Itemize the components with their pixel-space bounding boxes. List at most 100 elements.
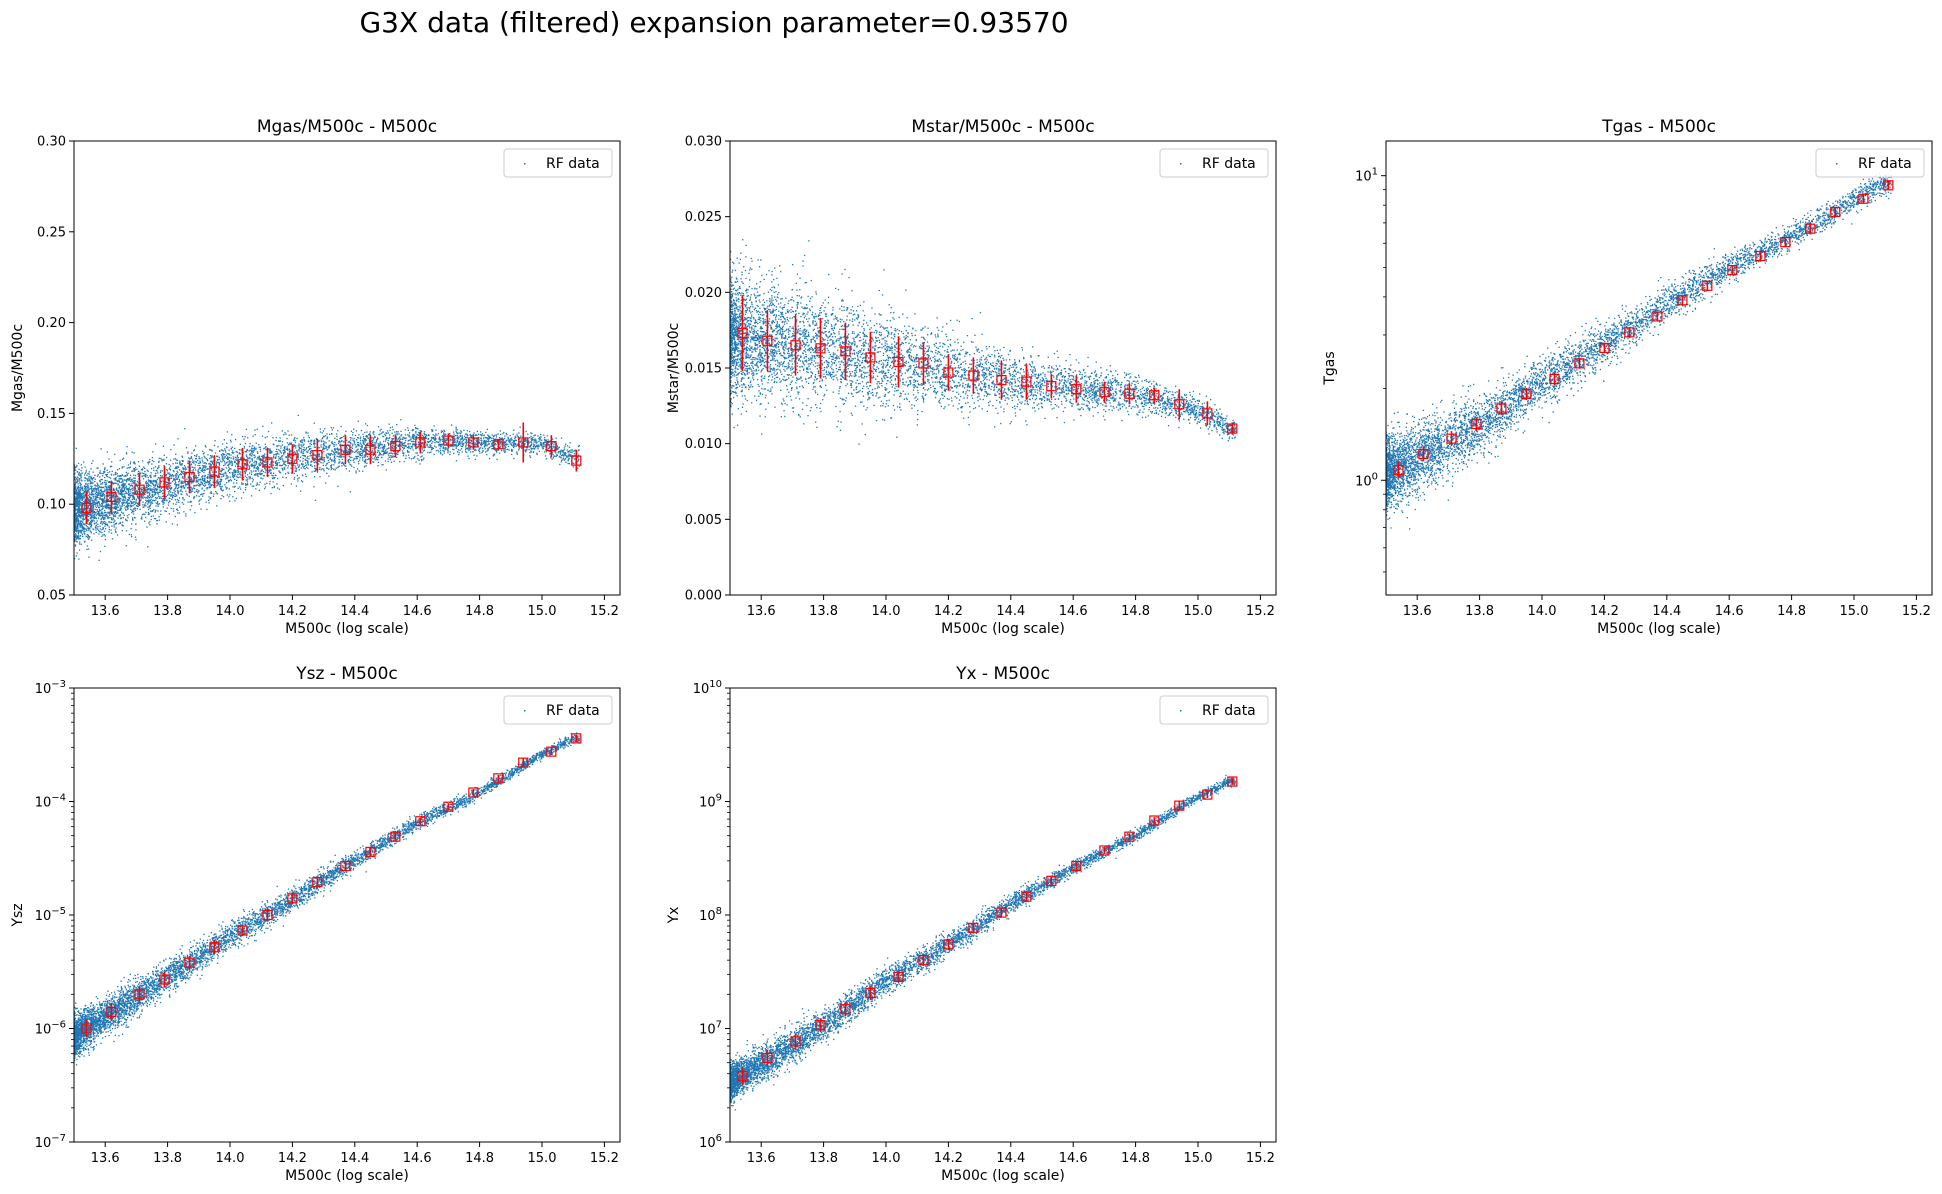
scatter-point: [210, 474, 212, 476]
scatter-point: [78, 500, 80, 502]
scatter-point: [388, 423, 390, 425]
scatter-point: [569, 450, 571, 452]
scatter-point: [175, 484, 178, 486]
scatter-point: [125, 453, 128, 455]
scatter-point: [563, 459, 565, 461]
scatter-point: [113, 504, 115, 506]
scatter-point: [203, 462, 205, 464]
scatter-point: [97, 526, 99, 528]
scatter-point: [271, 487, 273, 489]
scatter-point: [337, 448, 339, 450]
scatter-point: [145, 490, 147, 493]
scatter-point: [430, 445, 432, 447]
scatter-point: [180, 473, 182, 476]
scatter-point: [74, 479, 77, 481]
scatter-point: [111, 502, 114, 504]
scatter-point: [93, 503, 95, 505]
scatter-point: [411, 447, 413, 449]
scatter-point: [360, 451, 362, 453]
scatter-point: [262, 478, 264, 480]
scatter-point: [74, 545, 77, 547]
scatter-point: [172, 503, 175, 505]
scatter-point: [211, 484, 213, 486]
scatter-point: [348, 470, 351, 472]
scatter-point: [502, 439, 505, 441]
scatter-point: [507, 436, 509, 439]
scatter-point: [127, 499, 129, 501]
scatter-point: [427, 451, 429, 454]
scatter-point: [423, 449, 425, 451]
scatter-point: [456, 437, 458, 439]
scatter-point: [494, 449, 496, 451]
scatter-point: [306, 451, 308, 453]
scatter-point: [196, 454, 198, 456]
scatter-point: [113, 500, 116, 502]
scatter-point: [170, 494, 172, 496]
scatter-point: [330, 453, 333, 455]
scatter-point: [94, 511, 96, 513]
scatter-point: [204, 467, 207, 469]
scatter-point: [310, 451, 312, 454]
scatter-point: [313, 470, 315, 472]
scatter-point: [230, 462, 232, 464]
scatter-point: [513, 441, 515, 443]
scatter-point: [217, 446, 219, 448]
scatter-point: [121, 494, 123, 496]
scatter-point: [112, 517, 114, 519]
scatter-point: [508, 440, 510, 442]
scatter-point: [98, 511, 100, 513]
scatter-point: [355, 445, 358, 447]
scatter-point: [311, 460, 313, 463]
scatter-point: [87, 485, 89, 488]
scatter-point: [343, 449, 345, 451]
scatter-point: [75, 513, 77, 515]
scatter-point: [261, 473, 263, 475]
scatter-point: [83, 512, 85, 515]
scatter-point: [432, 447, 434, 449]
scatter-point: [105, 486, 107, 488]
scatter-point: [414, 455, 416, 458]
scatter-point: [289, 463, 291, 465]
scatter-point: [91, 521, 93, 523]
scatter-point: [403, 445, 405, 447]
scatter-point: [96, 501, 98, 503]
scatter-point: [78, 491, 80, 494]
scatter-point: [121, 466, 124, 468]
scatter-point: [290, 467, 292, 469]
scatter-point: [306, 466, 308, 468]
scatter-point: [185, 515, 187, 517]
scatter-point: [240, 457, 242, 459]
scatter-point: [303, 465, 306, 468]
scatter-point: [320, 458, 322, 460]
scatter-point: [151, 481, 153, 483]
scatter-point: [271, 467, 274, 469]
scatter-point: [263, 465, 265, 467]
scatter-point: [453, 438, 455, 440]
scatter-point: [75, 469, 77, 471]
scatter-point: [533, 441, 535, 443]
scatter-point: [119, 490, 122, 493]
scatter-point: [74, 518, 76, 520]
scatter-point: [565, 461, 567, 463]
scatter-point: [265, 469, 267, 471]
scatter-point: [385, 469, 387, 471]
scatter-point: [128, 467, 130, 469]
scatter-point: [94, 474, 96, 476]
scatter-point: [75, 539, 77, 541]
scatter-point: [145, 497, 147, 499]
scatter-point: [88, 491, 90, 493]
scatter-point: [148, 488, 150, 491]
scatter-point: [297, 414, 299, 416]
scatter-point: [221, 490, 224, 492]
scatter-point: [93, 533, 95, 535]
scatter-point: [351, 447, 353, 449]
scatter-point: [78, 507, 80, 510]
scatter-point: [282, 455, 284, 457]
scatter-point: [264, 463, 267, 466]
scatter-point: [88, 522, 91, 524]
scatter-point: [106, 505, 109, 507]
scatter-point: [454, 441, 456, 443]
scatter-point: [130, 508, 132, 510]
scatter-point: [103, 522, 105, 525]
scatter-point: [152, 481, 155, 483]
